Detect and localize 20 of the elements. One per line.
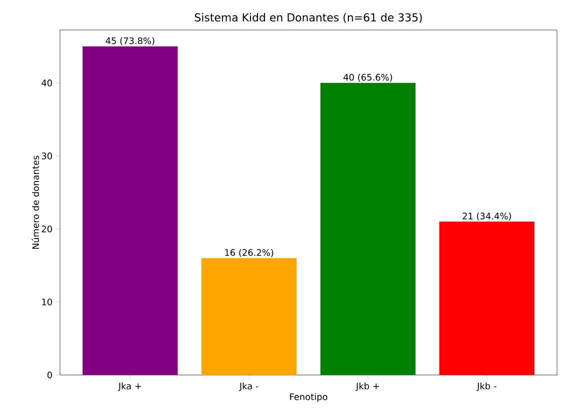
bar	[201, 258, 297, 375]
x-tick-label: Jka +	[118, 382, 141, 392]
y-tick-label: 40	[42, 80, 52, 86]
data-label: 45 (73.8%)	[106, 37, 154, 46]
data-label: 16 (26.2%)	[225, 248, 274, 257]
bar	[82, 46, 178, 375]
x-tick-label: Jkb +	[356, 382, 379, 392]
bar	[320, 82, 416, 375]
data-label: 40 (65.6%)	[344, 74, 392, 82]
y-tick-label: 0	[47, 372, 52, 378]
y-tick-label: 20	[42, 226, 52, 232]
x-tick-label: Jkb -	[476, 382, 496, 392]
y-tick-label: 30	[42, 152, 52, 160]
y-tick-label: 10	[42, 298, 52, 306]
y-axis-title: Número de donantes	[32, 156, 39, 249]
chart-title: Sistema Kidd en Donantes (n=61 de 335)	[194, 13, 422, 23]
x-tick-label: Jka -	[238, 382, 258, 392]
bar	[439, 222, 534, 375]
x-axis-title: Fenotipo	[290, 393, 328, 402]
data-label: 21 (34.4%)	[462, 212, 511, 220]
